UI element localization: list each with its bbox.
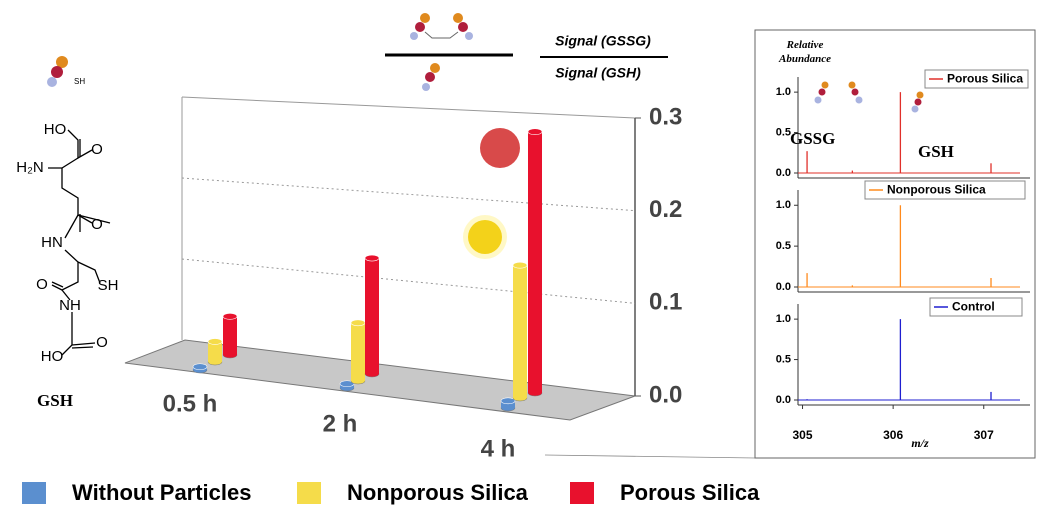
annotation-icons: [815, 82, 924, 113]
y-tick-label: 0.1: [649, 289, 682, 316]
bar-top: [365, 255, 379, 261]
icon-atom: [852, 89, 859, 96]
legend-label: Nonporous Silica: [887, 183, 986, 197]
x-tick-label: 2 h: [323, 410, 358, 437]
icon-atom: [849, 82, 856, 89]
y-tick-label: 1.0: [776, 313, 791, 325]
atom-label: HO: [44, 121, 67, 138]
particles: [463, 128, 520, 259]
x-tick-label: 307: [974, 428, 994, 442]
legend-swatch: [297, 482, 321, 504]
y-tick-label: 0.5: [776, 240, 791, 252]
y-tick-label: 0.5: [776, 353, 791, 365]
atom-label: NH: [59, 297, 81, 314]
molecule-icon: SH: [47, 56, 85, 87]
bar-top: [208, 339, 222, 345]
y-tick-label: 0.5: [776, 126, 791, 138]
icon-atom: [815, 97, 822, 104]
y-tick-label: 0.0: [776, 167, 791, 179]
legend-label: Porous Silica: [947, 72, 1023, 86]
bar-top: [351, 320, 365, 326]
molecule-name: GSH: [37, 391, 73, 410]
atom-label: HN: [41, 234, 63, 251]
legend-swatch: [22, 482, 46, 504]
y-tick-label: 1.0: [776, 199, 791, 211]
ratio-numerator: Signal (GSSG): [555, 33, 651, 49]
bar-top: [223, 313, 237, 319]
y-tick-label: 0.0: [776, 394, 791, 406]
legend-swatch: [570, 482, 594, 504]
bar: [351, 323, 365, 381]
grid-line: [182, 178, 635, 211]
icon-atom: [819, 89, 826, 96]
sh-label: SH: [74, 77, 85, 86]
icon-atom: [915, 99, 922, 106]
legend-label: Control: [952, 300, 995, 314]
y-tick-label: 0.3: [649, 103, 682, 130]
grid-line: [182, 259, 635, 303]
y-tick-label: 1.0: [776, 86, 791, 98]
y-axis-label: Relative Abundance: [770, 38, 840, 66]
figure: SH Signal (GSSG) Signal (GSH) HO O H₂N O HN S…: [0, 0, 1039, 508]
bar-top: [193, 364, 207, 370]
annotation: GSH: [918, 142, 954, 161]
x-tick-label: 305: [793, 428, 813, 442]
atom-label: SH: [98, 277, 119, 294]
atom-label: O: [91, 141, 103, 158]
icon-atom: [912, 106, 919, 113]
y-tick-label: 0.2: [649, 196, 682, 223]
legend-label: Without Particles: [72, 480, 252, 505]
icon-atom: [917, 92, 924, 99]
atom-label: O: [91, 216, 103, 233]
bar-top: [528, 129, 542, 135]
atom-label: H₂N: [16, 159, 44, 176]
legend-label: Porous Silica: [620, 480, 760, 505]
y-tick-label: 0.0: [776, 281, 791, 293]
bar: [528, 132, 542, 393]
atom-label: O: [36, 276, 48, 293]
bar-top: [513, 262, 527, 268]
atom-label: O: [96, 334, 108, 351]
inset-frame: [755, 30, 1035, 458]
annotation: GSSG: [790, 129, 835, 148]
bar: [513, 265, 527, 398]
legend-label: Nonporous Silica: [347, 480, 529, 505]
icon-atom: [856, 97, 863, 104]
x-tick-label: 0.5 h: [163, 390, 218, 417]
y-tick-label: 0.0: [649, 381, 682, 408]
bar: [223, 316, 237, 355]
chart: SH Signal (GSSG) Signal (GSH) HO O H₂N O HN S…: [0, 0, 1039, 508]
x-tick-label: 306: [883, 428, 903, 442]
ratio-denominator: Signal (GSH): [555, 65, 641, 81]
x-axis-label: m/z: [911, 436, 929, 450]
bar: [365, 258, 379, 374]
x-tick-label: 4 h: [481, 435, 516, 462]
atom-label: HO: [41, 348, 64, 365]
icon-atom: [822, 82, 829, 89]
